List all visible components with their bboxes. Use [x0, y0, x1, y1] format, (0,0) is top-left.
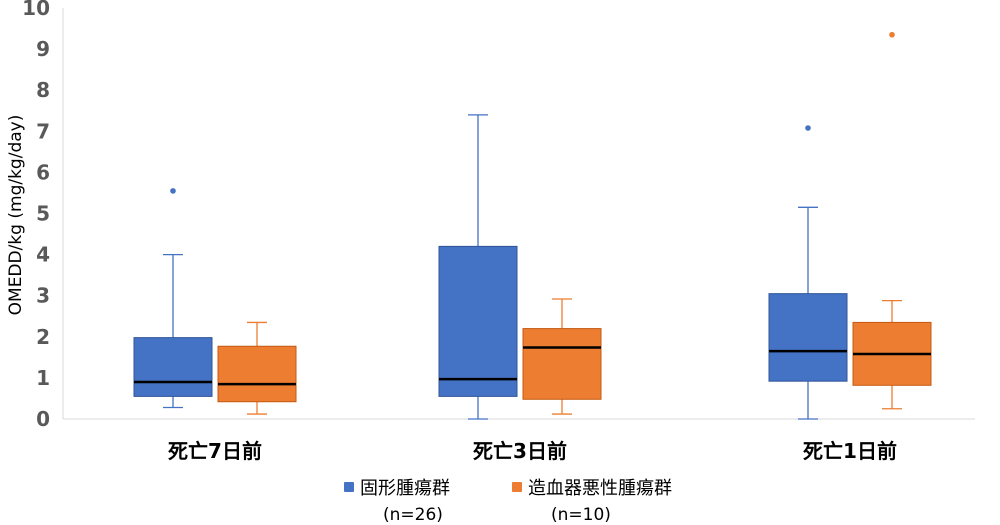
y-tick-label: 10 — [22, 0, 50, 20]
y-tick-label: 1 — [36, 366, 50, 390]
legend-label-series-0: 固形腫瘍群 — [360, 478, 450, 499]
legend-swatch-orange — [512, 482, 522, 492]
box-iqr — [768, 293, 848, 382]
box-iqr — [438, 245, 518, 397]
y-tick-label: 4 — [36, 243, 50, 267]
y-tick-label: 5 — [36, 202, 50, 226]
x-category-label: 死亡7日前 — [168, 439, 262, 463]
y-tick-label: 8 — [36, 78, 50, 102]
axes — [62, 8, 975, 420]
box-iqr — [522, 328, 602, 400]
legend-n-series-0: (n=26) — [383, 505, 443, 525]
box-1-0 — [217, 321, 297, 415]
box-1-1 — [522, 298, 602, 415]
outlier-point — [170, 188, 176, 194]
outlier-point — [889, 31, 895, 38]
legend-n-series-1: (n=10) — [551, 505, 611, 525]
legend-swatch-blue — [344, 482, 354, 492]
outlier-point — [805, 125, 811, 131]
box-iqr — [217, 345, 297, 403]
y-tick-label: 7 — [36, 119, 50, 143]
box-0-1 — [438, 114, 518, 420]
x-category-label: 死亡1日前 — [803, 439, 897, 463]
box-0-0 — [133, 188, 213, 409]
category-labels: 死亡7日前 死亡3日前 死亡1日前 — [168, 439, 897, 463]
y-tick-label: 3 — [36, 284, 50, 308]
legend-label-series-1: 造血器悪性腫瘍群 — [528, 478, 672, 499]
y-ticks: 0 1 2 3 4 5 6 7 8 9 10 — [22, 0, 50, 431]
box-0-2 — [768, 125, 848, 420]
boxes — [133, 31, 932, 420]
box-1-2 — [852, 31, 932, 410]
legend: 固形腫瘍群 造血器悪性腫瘍群 — [0, 474, 1000, 500]
y-tick-label: 6 — [36, 160, 50, 184]
y-axis-label: OMEDD/kg (mg/kg/day) — [6, 115, 26, 316]
box-iqr — [133, 337, 213, 397]
y-tick-label: 2 — [36, 325, 50, 349]
legend-item-series-0: 固形腫瘍群 — [344, 474, 450, 500]
legend-item-series-1: 造血器悪性腫瘍群 — [512, 474, 672, 500]
y-tick-label: 9 — [36, 37, 50, 61]
y-tick-label: 0 — [36, 407, 50, 431]
x-category-label: 死亡3日前 — [473, 439, 567, 463]
